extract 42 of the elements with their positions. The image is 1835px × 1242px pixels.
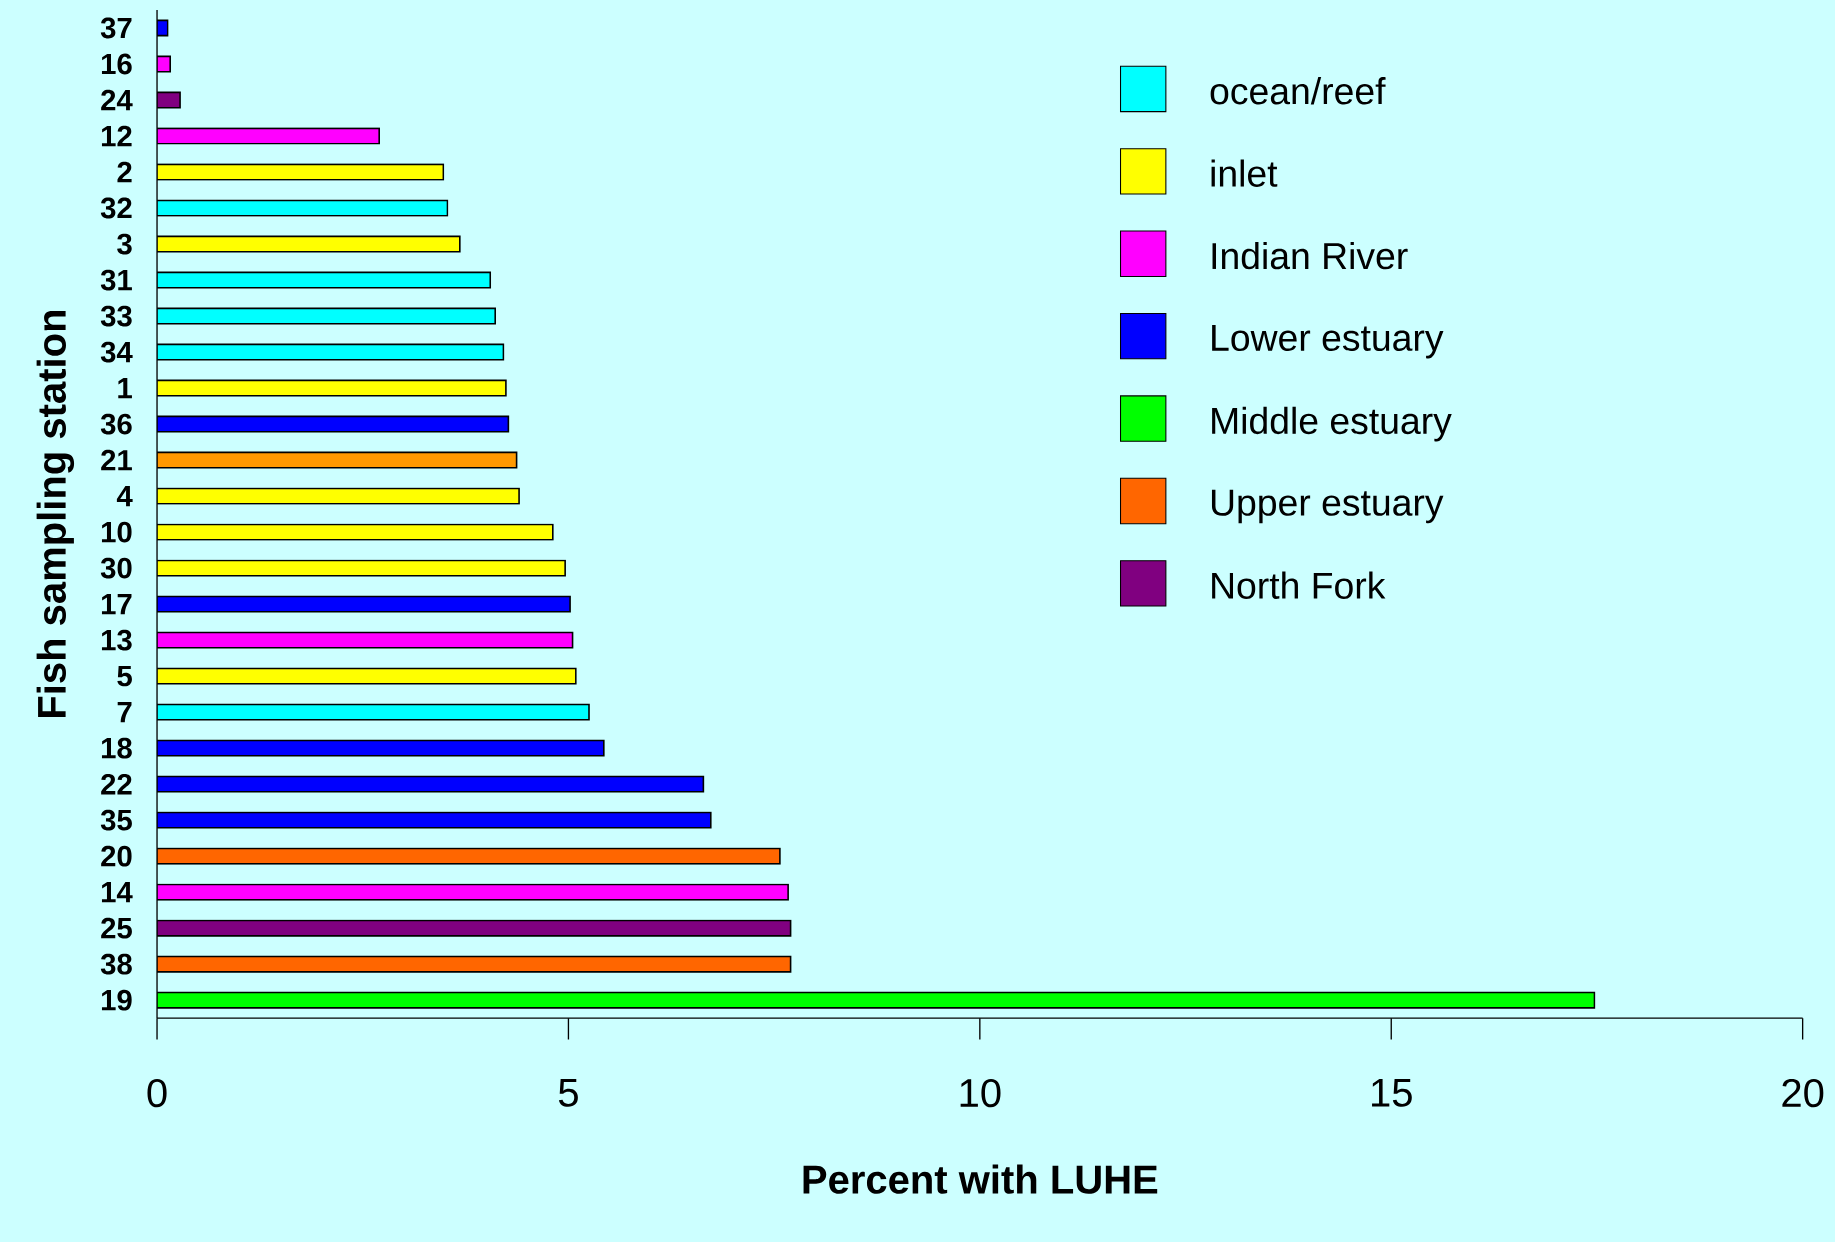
- legend-label: inlet: [1211, 159, 1278, 187]
- y-tick-label: 2: [117, 161, 132, 183]
- y-tick-label: 25: [101, 917, 132, 939]
- y-tick-label: 33: [100, 305, 132, 327]
- y-tick-label: 7: [117, 701, 132, 723]
- legend-label: Indian River: [1212, 241, 1408, 270]
- y-tick-label: 31: [100, 269, 132, 291]
- x-tick-label: 10: [960, 1078, 1001, 1108]
- y-tick-label: 20: [101, 845, 132, 867]
- legend-label: North Fork: [1212, 571, 1386, 599]
- y-tick-label: 32: [100, 197, 132, 219]
- x-tick-label: 15: [1372, 1078, 1412, 1107]
- y-tick-label: 22: [101, 773, 132, 795]
- y-tick-label: 10: [101, 521, 132, 543]
- y-tick-label: 36: [100, 413, 132, 435]
- y-tick-label: 35: [100, 809, 132, 831]
- y-tick-label: 19: [101, 989, 132, 1011]
- y-tick-label: 17: [101, 593, 132, 615]
- legend-label: Upper estuary: [1211, 489, 1444, 524]
- y-tick-label: 37: [100, 17, 132, 39]
- x-tick-label: 0: [147, 1078, 167, 1108]
- y-tick-label: 12: [101, 125, 132, 147]
- y-tick-label: 38: [100, 953, 132, 975]
- y-tick-label: 1: [118, 377, 132, 399]
- y-tick-label: 16: [101, 53, 132, 75]
- legend-label: ocean/reef: [1210, 76, 1386, 105]
- x-tick-label: 20: [1782, 1078, 1824, 1108]
- y-tick-label: 18: [101, 737, 132, 759]
- y-tick-label: 21: [101, 449, 132, 471]
- y-tick-label: 30: [100, 557, 132, 579]
- legend-label: Lower estuary: [1212, 324, 1444, 359]
- y-axis-title: Fish sampling station: [36, 310, 75, 717]
- y-tick-label: 3: [117, 233, 132, 255]
- x-tick-label: 5: [558, 1078, 578, 1107]
- y-tick-label: 24: [101, 89, 133, 111]
- legend-label: Middle estuary: [1212, 406, 1452, 442]
- x-axis-title: Percent with LUHE: [803, 1164, 1158, 1194]
- y-tick-label: 4: [116, 485, 133, 507]
- y-tick-label: 13: [101, 629, 132, 651]
- y-tick-label: 5: [117, 665, 132, 687]
- y-tick-label: 14: [101, 881, 133, 903]
- y-tick-label: 34: [100, 341, 133, 363]
